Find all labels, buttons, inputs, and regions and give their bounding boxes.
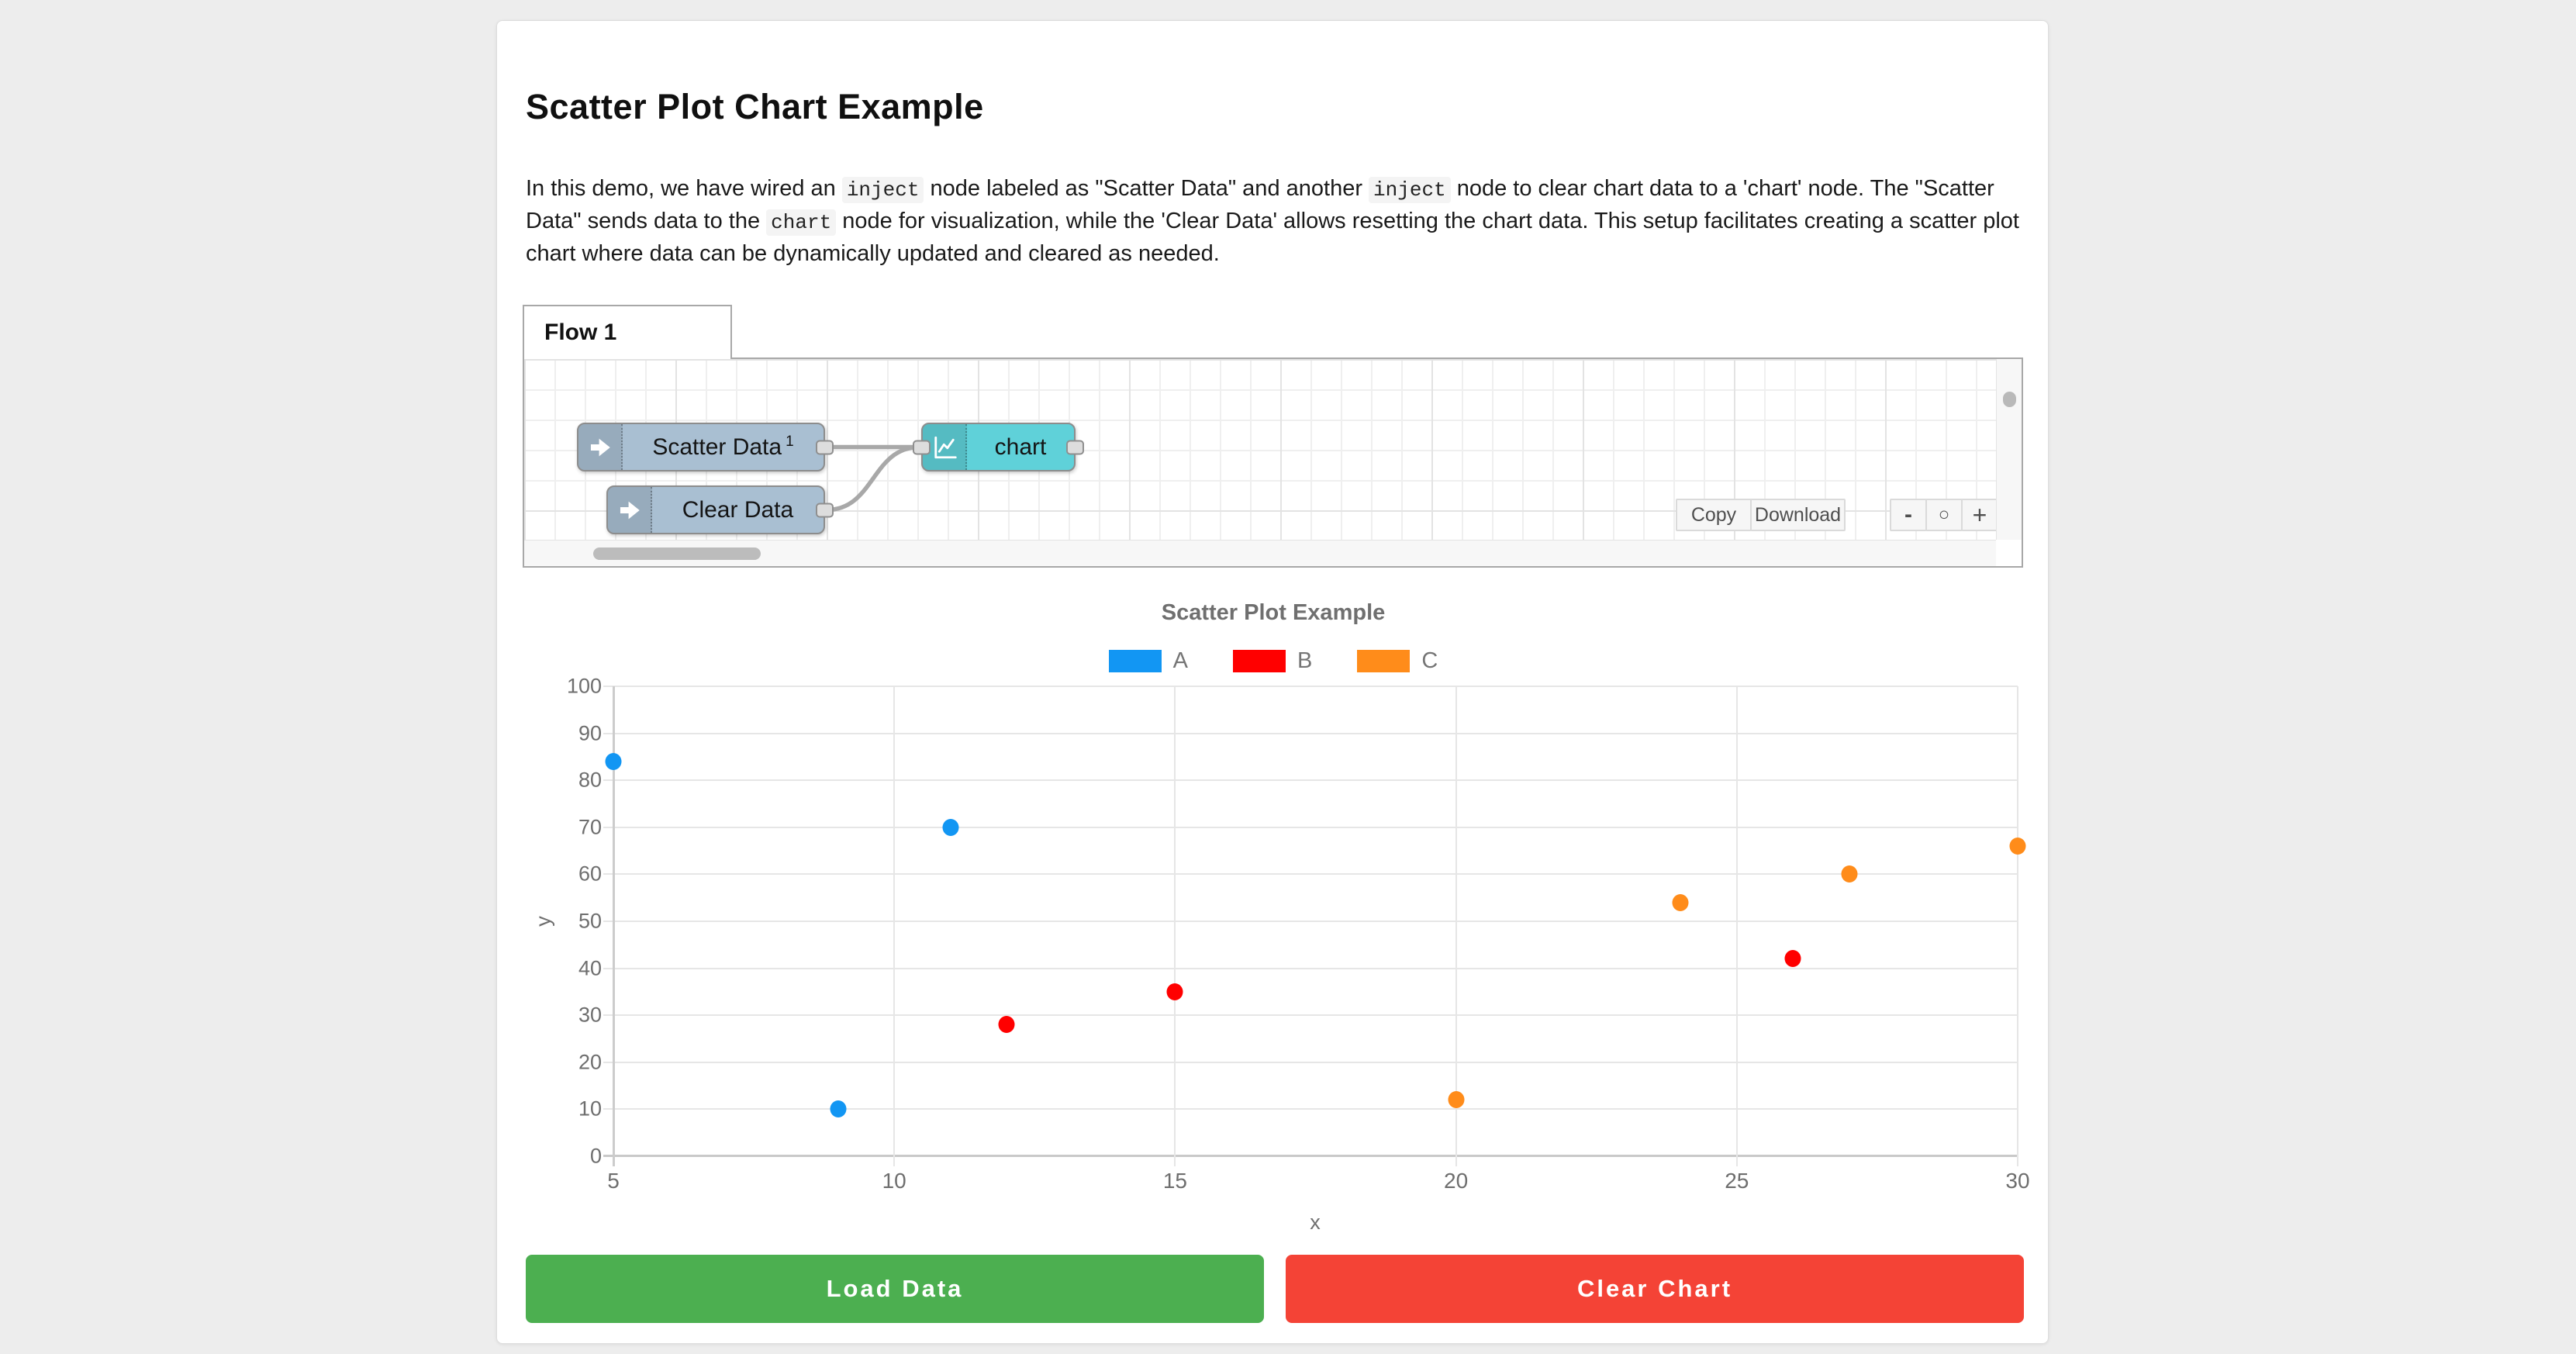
y-tick-label: 60 bbox=[578, 862, 602, 886]
y-axis-line bbox=[613, 686, 615, 1166]
legend-swatch bbox=[1108, 650, 1162, 672]
clear-chart-button[interactable]: Clear Chart bbox=[1286, 1255, 2024, 1323]
content-card: Scatter Plot Chart Example In this demo,… bbox=[496, 20, 2049, 1344]
gridline bbox=[2017, 686, 2018, 1166]
zoom-out-button[interactable]: - bbox=[1890, 499, 1927, 531]
data-point bbox=[998, 1016, 1015, 1034]
node-label: Scatter Data 1 bbox=[652, 433, 794, 460]
y-tick-label: 90 bbox=[578, 721, 602, 745]
gridline bbox=[603, 826, 2018, 828]
output-port[interactable] bbox=[1066, 440, 1084, 454]
gridline bbox=[603, 873, 2018, 876]
flow-wires bbox=[824, 444, 922, 513]
y-tick-label: 20 bbox=[578, 1050, 602, 1074]
flow-tab-label: Flow 1 bbox=[544, 320, 617, 345]
load-data-button[interactable]: Load Data bbox=[526, 1255, 1264, 1323]
gridline bbox=[603, 732, 2018, 734]
legend-label: C bbox=[1421, 648, 1438, 673]
gridline bbox=[1455, 686, 1457, 1166]
gridline bbox=[603, 779, 2018, 782]
y-tick-label: 100 bbox=[566, 674, 602, 698]
action-buttons-row: Load Data Clear Chart bbox=[526, 1255, 2024, 1323]
data-point bbox=[1841, 865, 1858, 883]
data-point bbox=[605, 752, 622, 770]
y-tick-label: 0 bbox=[589, 1144, 602, 1168]
gridline bbox=[603, 967, 2018, 969]
horizontal-scrollbar-thumb[interactable] bbox=[593, 547, 761, 560]
data-point bbox=[942, 818, 959, 836]
x-tick-label: 30 bbox=[2005, 1169, 2030, 1193]
y-axis-title: y bbox=[531, 916, 555, 927]
input-port[interactable] bbox=[913, 440, 931, 454]
legend-label: B bbox=[1297, 648, 1313, 673]
x-tick-label: 10 bbox=[882, 1169, 906, 1193]
flow-canvas[interactable]: Scatter Data 1 Clear Data chart bbox=[524, 359, 1996, 540]
vertical-scrollbar-thumb[interactable] bbox=[2003, 392, 2016, 407]
gridline bbox=[893, 686, 896, 1166]
output-port[interactable] bbox=[816, 440, 834, 454]
node-scatter-data[interactable]: Scatter Data 1 bbox=[577, 423, 834, 471]
node-chart[interactable]: chart bbox=[913, 423, 1084, 471]
inject-icon-region bbox=[608, 487, 652, 533]
flow-viewer: Scatter Data 1 Clear Data chart bbox=[523, 357, 2023, 568]
legend-item: A bbox=[1108, 648, 1189, 674]
line-chart-icon bbox=[934, 436, 957, 458]
gridline bbox=[603, 1061, 2018, 1063]
vertical-scrollbar-track bbox=[1996, 359, 2022, 540]
y-tick-label: 10 bbox=[578, 1097, 602, 1121]
output-port[interactable] bbox=[816, 503, 834, 517]
gridline bbox=[1174, 686, 1176, 1166]
legend-swatch bbox=[1357, 650, 1411, 672]
data-point bbox=[830, 1100, 847, 1118]
data-point bbox=[1166, 983, 1183, 1000]
inject-arrow-icon bbox=[590, 438, 610, 456]
zoom-reset-button[interactable]: ○ bbox=[1925, 499, 1963, 531]
inline-code: inject bbox=[1369, 177, 1451, 203]
gridline bbox=[603, 686, 2018, 687]
legend-item: C bbox=[1357, 648, 1438, 674]
x-tick-label: 25 bbox=[1725, 1169, 1749, 1193]
x-tick-label: 15 bbox=[1162, 1169, 1187, 1193]
node-label: chart bbox=[994, 433, 1047, 460]
data-point bbox=[1784, 950, 1801, 968]
zoom-in-button[interactable]: + bbox=[1961, 499, 1996, 531]
y-tick-label: 30 bbox=[578, 1003, 602, 1027]
inline-code: chart bbox=[766, 209, 837, 236]
gridline bbox=[1735, 686, 1738, 1166]
legend-label: A bbox=[1172, 648, 1189, 673]
inline-code: inject bbox=[841, 177, 924, 203]
scatter-chart: Scatter Plot Example A B C 0 10 20 30 40 50 60 70… bbox=[497, 600, 2049, 1267]
x-axis-baseline bbox=[603, 1155, 2018, 1157]
x-tick-label: 5 bbox=[607, 1169, 620, 1193]
description-paragraph: In this demo, we have wired an inject no… bbox=[526, 176, 2019, 266]
legend-swatch bbox=[1233, 650, 1286, 672]
download-button[interactable]: Download bbox=[1750, 499, 1846, 531]
node-clear-data[interactable]: Clear Data bbox=[606, 485, 834, 534]
horizontal-scrollbar-track bbox=[524, 540, 1996, 566]
inject-icon-region bbox=[578, 424, 623, 470]
chart-title: Scatter Plot Example bbox=[1161, 600, 1386, 625]
gridline bbox=[603, 1014, 2018, 1017]
gridline bbox=[603, 921, 2018, 922]
y-tick-label: 40 bbox=[578, 956, 602, 980]
y-tick-label: 70 bbox=[578, 815, 602, 839]
legend-item: B bbox=[1233, 648, 1312, 674]
data-point bbox=[2009, 838, 2026, 855]
chart-legend: A B C bbox=[497, 648, 2049, 674]
copy-button[interactable]: Copy bbox=[1676, 499, 1752, 531]
data-point bbox=[1448, 1091, 1465, 1109]
x-tick-label: 20 bbox=[1444, 1169, 1469, 1193]
node-label: Clear Data bbox=[682, 496, 794, 523]
plot-area: 0 10 20 30 40 50 60 70 80 90 100 5 10 15 20 25 30 bbox=[567, 675, 2030, 1193]
page-title: Scatter Plot Chart Example bbox=[526, 87, 984, 126]
inject-arrow-icon bbox=[620, 501, 640, 519]
x-axis-title: x bbox=[1310, 1211, 1321, 1234]
gridline bbox=[603, 1108, 2018, 1110]
y-tick-label: 50 bbox=[578, 909, 602, 933]
y-tick-label: 80 bbox=[578, 768, 602, 792]
flow-tab[interactable]: Flow 1 bbox=[523, 305, 732, 359]
data-point bbox=[1672, 893, 1689, 911]
